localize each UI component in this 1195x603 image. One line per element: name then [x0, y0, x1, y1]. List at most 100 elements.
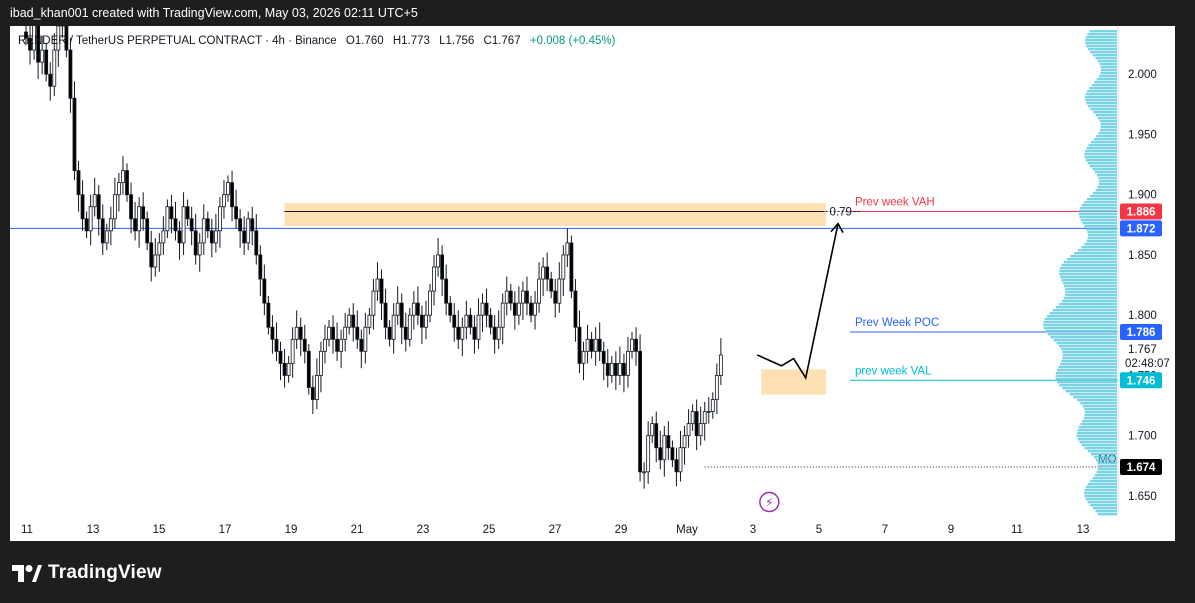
volume-profile-bar — [1077, 399, 1117, 402]
candle — [456, 310, 461, 349]
candle-body — [250, 218, 255, 232]
volume-profile-bar — [1059, 303, 1117, 306]
current-price-label: 1.767 — [1128, 344, 1157, 356]
candle — [149, 230, 154, 282]
candle-body — [347, 314, 352, 328]
candle-body — [589, 338, 594, 352]
y-tick-label: 1.850 — [1128, 250, 1157, 262]
volume-profile-bar — [1059, 363, 1117, 366]
candle — [440, 245, 445, 296]
volume-profile-bar — [1092, 54, 1117, 57]
volume-profile-bar — [1076, 432, 1117, 435]
candle — [391, 303, 396, 354]
candle-body — [525, 290, 529, 304]
candle-body — [36, 26, 41, 63]
candle — [476, 298, 481, 349]
candle — [177, 221, 182, 260]
candle-body — [137, 206, 142, 232]
candle — [68, 38, 73, 113]
open-value: O1.760 — [345, 35, 384, 47]
candle-body — [484, 302, 489, 316]
candle — [399, 293, 404, 345]
candle-body — [549, 278, 554, 292]
projection-path — [756, 223, 839, 380]
volume-profile-bar — [1082, 405, 1117, 408]
candle-body — [504, 290, 509, 304]
candle-body — [117, 182, 121, 196]
volume-profile-bar — [1061, 300, 1117, 303]
candle-body — [189, 218, 194, 232]
volume-profile-bar — [1087, 483, 1117, 486]
candle — [238, 209, 243, 248]
candle-body — [153, 254, 158, 268]
volume-profile-bar — [1065, 294, 1117, 297]
volume-profile-bar — [1093, 456, 1117, 459]
candle-body — [209, 230, 214, 244]
candle — [634, 327, 638, 366]
candle-body — [133, 218, 137, 232]
chart-panel[interactable]: MO Prev week VAH Prev Week POC prev week VA… — [10, 26, 1175, 541]
candle — [545, 252, 550, 292]
candle — [262, 264, 267, 316]
candle-body — [28, 37, 32, 51]
candle — [654, 411, 659, 463]
candle — [496, 310, 501, 349]
candle — [714, 363, 719, 414]
candle-body — [710, 399, 715, 412]
candle — [444, 264, 449, 316]
candle-body — [64, 26, 69, 51]
zones-layer: 0.79 — [284, 203, 860, 395]
volume-profile-bar — [1060, 348, 1117, 351]
volume-profile-bar — [1052, 309, 1117, 312]
candle — [605, 348, 610, 388]
candle-body — [141, 206, 146, 220]
candle — [617, 346, 622, 386]
candle — [100, 204, 105, 255]
candle-body — [282, 362, 287, 376]
candle-body — [488, 314, 493, 328]
candle-body — [714, 375, 719, 400]
candle — [60, 26, 65, 39]
volume-profile-bar — [1059, 345, 1117, 348]
candle-body — [339, 338, 344, 352]
volume-profile-bar — [1084, 411, 1117, 414]
candle-body — [577, 326, 582, 364]
candle-body — [254, 230, 259, 256]
volume-profile-bar — [1099, 120, 1117, 123]
volume-profile-bar — [1093, 111, 1117, 114]
close-value: C1.767 — [483, 35, 521, 47]
candle-body — [529, 302, 533, 316]
candle-body — [92, 194, 97, 208]
volume-profile-bar — [1091, 141, 1117, 144]
candle-body — [658, 447, 663, 461]
x-tick-label: 19 — [285, 524, 298, 536]
volume-profile-bar — [1100, 69, 1117, 72]
candle — [52, 33, 57, 96]
candle — [375, 262, 380, 301]
volume-profile-bar — [1081, 246, 1117, 249]
candle — [424, 300, 428, 340]
volume-profile-bar — [1086, 147, 1117, 150]
level-badge-text: 1.746 — [1127, 375, 1156, 387]
candle-body — [496, 326, 501, 340]
candle-body — [145, 218, 150, 244]
candle-body — [630, 338, 634, 352]
candle — [32, 26, 36, 60]
volume-profile-bar — [1084, 153, 1117, 156]
volume-profile-bar — [1055, 306, 1117, 309]
candle — [88, 194, 93, 246]
candle-body — [213, 230, 218, 244]
volume-profile-bar — [1065, 291, 1117, 294]
candle-body — [290, 338, 295, 364]
candle — [278, 341, 283, 381]
candle-body — [218, 206, 222, 232]
high-value: H1.773 — [392, 35, 430, 47]
candle-body — [634, 338, 638, 352]
level-badge — [1120, 324, 1162, 341]
candle-body — [367, 314, 372, 328]
volume-profile-bar — [1055, 372, 1117, 375]
volume-profile-bar — [1085, 99, 1117, 102]
volume-profile-bar — [1087, 231, 1117, 234]
